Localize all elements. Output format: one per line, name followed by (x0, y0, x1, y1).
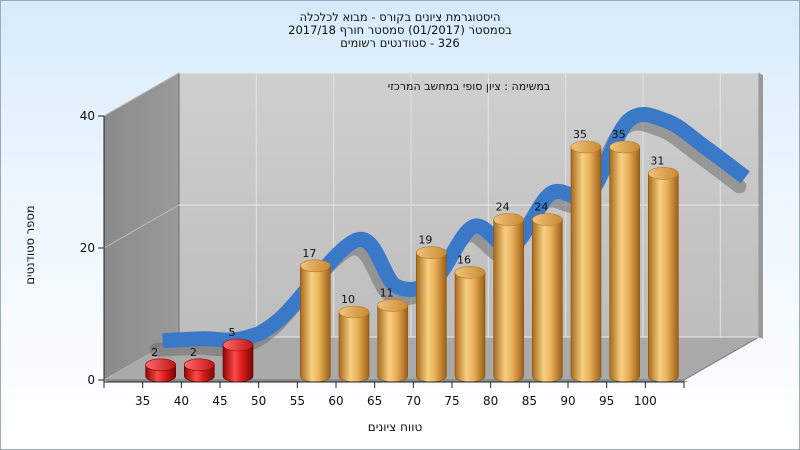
chart-title: היסטוגרמת ציונים בקורס - מבוא לכלכלה בסמ… (0, 11, 800, 50)
x-tick-label: 90 (560, 394, 575, 408)
bar-top (609, 140, 640, 154)
bar-body (532, 219, 563, 383)
y-tick-label: 0 (87, 373, 95, 387)
bar-body (377, 305, 408, 383)
data-label: 2 (151, 346, 158, 359)
x-tick-label: 85 (522, 394, 537, 408)
x-tick-label: 40 (174, 394, 189, 408)
bar-top (416, 246, 447, 259)
bar-top (493, 213, 524, 226)
bar: 5 (222, 326, 254, 383)
bar-top (454, 266, 486, 279)
data-label: 17 (302, 247, 316, 260)
bar: 24 (532, 201, 563, 383)
bar-body (454, 272, 486, 383)
x-tick-label: 100 (634, 394, 657, 408)
data-label: 31 (650, 154, 664, 167)
x-tick-label: 80 (483, 394, 498, 408)
bar-top (145, 358, 176, 372)
bar-body (300, 265, 331, 383)
y-axis-label: מספר סטודנטים (23, 205, 37, 285)
x-tick-label: 95 (599, 394, 614, 408)
data-label: 24 (496, 201, 510, 214)
data-label: 16 (457, 253, 471, 266)
bar: 35 (609, 128, 640, 383)
data-label: 11 (380, 286, 394, 299)
bar: 24 (493, 201, 524, 383)
x-tick-label: 65 (367, 394, 382, 408)
x-tick-label: 55 (290, 394, 305, 408)
bar: 10 (338, 293, 370, 383)
y-tick-label: 40 (80, 109, 95, 123)
data-label: 2 (190, 346, 197, 359)
data-label: 24 (534, 201, 548, 214)
bar-top (648, 167, 679, 180)
x-tick-label: 50 (251, 394, 266, 408)
bar: 19 (416, 234, 447, 383)
bar-body (570, 146, 602, 383)
bar-body (493, 219, 524, 383)
bar-top (300, 259, 331, 273)
bar-body (416, 252, 447, 383)
x-tick-label: 60 (328, 394, 343, 408)
bar: 11 (377, 286, 408, 383)
x-tick-label: 45 (212, 394, 227, 408)
bar-top (338, 305, 370, 319)
gridline-left (103, 204, 180, 249)
bar-body (609, 146, 640, 383)
chart-annotation: במשימה : ציון סופי במחשב המרכזי (388, 80, 551, 93)
bar: 35 (570, 128, 602, 383)
bar: 2 (184, 346, 215, 383)
title-line-1: היסטוגרמת ציונים בקורס - מבוא לכלכלה (299, 10, 501, 24)
x-tick-label: 75 (444, 394, 459, 408)
data-label: 35 (573, 128, 587, 141)
bar-top (184, 358, 215, 372)
bar: 17 (300, 247, 331, 383)
gridline-left (103, 72, 180, 117)
x-tick-label: 70 (406, 394, 421, 408)
bar: 16 (454, 253, 486, 383)
bar-body (648, 173, 679, 383)
data-label: 19 (418, 234, 432, 247)
bar-body (338, 311, 370, 383)
bar: 2 (145, 346, 176, 383)
data-label: 10 (341, 293, 355, 306)
y-tick-label: 20 (80, 241, 95, 255)
data-label: 35 (612, 128, 626, 141)
trend-line (162, 107, 750, 349)
x-axis-label: טווח ציונים (367, 420, 423, 434)
data-label: 5 (229, 326, 236, 339)
bar: 31 (648, 154, 679, 383)
title-line-2: בסמסטר (01/2017) סמסטר חורף 2017/18 (288, 23, 512, 37)
title-line-3: 326 - סטודנטים רשומים (340, 36, 460, 50)
bar-top (570, 140, 602, 154)
bar-top (222, 338, 254, 352)
bar-top (377, 299, 408, 312)
back-wall-edge (759, 73, 763, 339)
x-tick-label: 35 (135, 394, 150, 408)
bar-top (532, 213, 563, 226)
